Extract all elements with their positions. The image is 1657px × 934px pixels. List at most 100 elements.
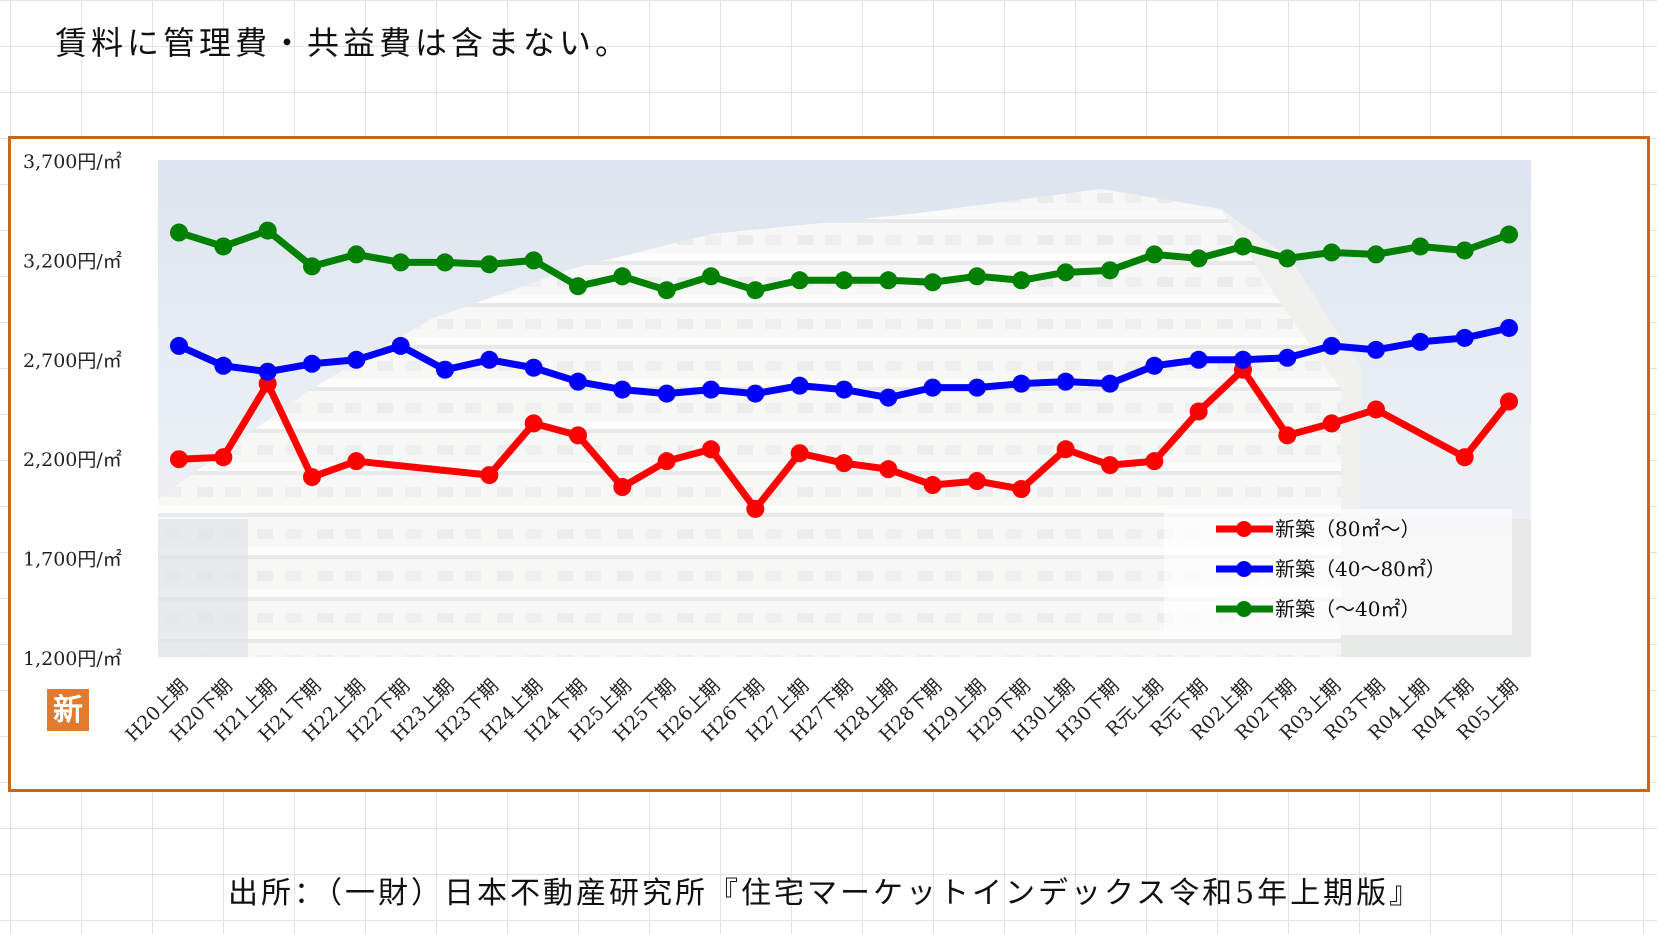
- data-point: [347, 452, 366, 471]
- data-point: [746, 384, 765, 403]
- data-point: [1189, 402, 1208, 421]
- data-point: [1322, 414, 1341, 433]
- data-point: [1101, 456, 1119, 475]
- data-point: [1500, 392, 1518, 411]
- data-point: [968, 378, 986, 397]
- data-point: [1367, 400, 1385, 419]
- data-point: [746, 281, 765, 300]
- data-point: [1322, 336, 1341, 355]
- data-point: [524, 414, 543, 433]
- chart-frame: 3,700円/㎡ 3,200円/㎡ 2,700円/㎡ 2,200円/㎡ 1,700円/㎡…: [8, 136, 1650, 792]
- data-point: [1056, 440, 1075, 459]
- badge-label: 新: [53, 693, 83, 728]
- data-point: [1278, 348, 1297, 367]
- data-point: [1500, 225, 1518, 244]
- data-point: [702, 267, 720, 286]
- data-point: [968, 472, 986, 491]
- data-point: [1455, 448, 1474, 467]
- data-point: [613, 478, 632, 497]
- data-point: [303, 468, 321, 487]
- data-point: [968, 267, 986, 286]
- y-tick-label: 3,200円/㎡: [23, 249, 122, 272]
- data-point: [1411, 332, 1430, 351]
- data-point: [657, 384, 676, 403]
- data-point: [1012, 271, 1031, 290]
- data-point: [879, 271, 898, 290]
- rent-line-chart: 3,700円/㎡ 3,200円/㎡ 2,700円/㎡ 2,200円/㎡ 1,700円/㎡…: [23, 150, 1531, 746]
- data-point: [569, 426, 587, 445]
- data-point: [657, 281, 676, 300]
- data-point: [480, 466, 499, 485]
- data-point: [1056, 263, 1075, 282]
- data-point: [524, 358, 543, 377]
- data-point: [790, 444, 809, 463]
- legend-label: 新築（40〜80㎡）: [1275, 557, 1446, 581]
- data-point: [1101, 261, 1119, 280]
- source-citation: 出所：（一財）日本不動産研究所『住宅マーケットインデックス令和5年上期版』: [228, 876, 1423, 911]
- data-point: [170, 336, 188, 355]
- data-point: [1145, 452, 1164, 471]
- data-point: [1234, 237, 1252, 256]
- data-point: [613, 267, 632, 286]
- legend-swatch-marker: [1236, 561, 1252, 577]
- data-point: [1455, 328, 1474, 347]
- data-point: [347, 350, 366, 369]
- data-point: [746, 499, 765, 518]
- x-axis: H20上期H20下期H21上期H21下期H22上期H22下期H23上期H23下期…: [121, 675, 1522, 746]
- legend-label: 新築（80㎡〜）: [1275, 517, 1420, 541]
- y-tick-label: 3,700円/㎡: [23, 150, 122, 173]
- data-point: [1189, 350, 1208, 369]
- data-point: [702, 380, 720, 399]
- data-point: [613, 380, 632, 399]
- data-point: [391, 253, 410, 272]
- legend-swatch-marker: [1236, 601, 1252, 617]
- data-point: [569, 277, 587, 296]
- data-point: [923, 378, 942, 397]
- data-point: [1012, 480, 1031, 499]
- data-point: [923, 476, 942, 495]
- data-point: [657, 452, 676, 471]
- data-point: [214, 356, 233, 375]
- data-point: [1500, 318, 1518, 337]
- data-point: [790, 376, 809, 395]
- data-point: [170, 450, 188, 469]
- new-badge: 新: [47, 689, 89, 731]
- data-point: [480, 255, 499, 274]
- data-point: [258, 221, 277, 240]
- data-point: [923, 273, 942, 292]
- data-point: [1367, 340, 1385, 359]
- y-tick-label: 1,700円/㎡: [23, 548, 122, 571]
- legend-swatch-marker: [1236, 521, 1252, 537]
- data-point: [835, 271, 853, 290]
- y-tick-label: 2,200円/㎡: [23, 448, 122, 471]
- data-point: [391, 336, 410, 355]
- data-point: [258, 362, 277, 381]
- data-point: [879, 460, 898, 479]
- data-point: [790, 271, 809, 290]
- legend-label: 新築（〜40㎡）: [1275, 597, 1420, 621]
- data-point: [1278, 426, 1297, 445]
- data-point: [524, 251, 543, 270]
- data-point: [436, 360, 454, 379]
- data-point: [1145, 356, 1164, 375]
- y-axis: 3,700円/㎡ 3,200円/㎡ 2,700円/㎡ 2,200円/㎡ 1,700円/㎡…: [23, 150, 122, 670]
- data-point: [1278, 249, 1297, 268]
- data-point: [835, 380, 853, 399]
- series-layer: [170, 221, 1518, 518]
- data-point: [1012, 374, 1031, 393]
- data-point: [1455, 241, 1474, 260]
- legend: 新築（80㎡〜） 新築（40〜80㎡） 新築（〜40㎡）: [1164, 509, 1512, 635]
- data-point: [214, 448, 233, 467]
- data-point: [1056, 372, 1075, 391]
- data-point: [702, 440, 720, 459]
- y-tick-label: 1,200円/㎡: [23, 647, 122, 670]
- data-point: [835, 454, 853, 473]
- data-point: [1367, 245, 1385, 264]
- data-point: [170, 223, 188, 242]
- data-point: [480, 350, 499, 369]
- data-point: [303, 354, 321, 373]
- data-point: [1411, 237, 1430, 256]
- series-line-0: [178, 366, 1512, 513]
- data-point: [347, 245, 366, 264]
- data-point: [303, 257, 321, 276]
